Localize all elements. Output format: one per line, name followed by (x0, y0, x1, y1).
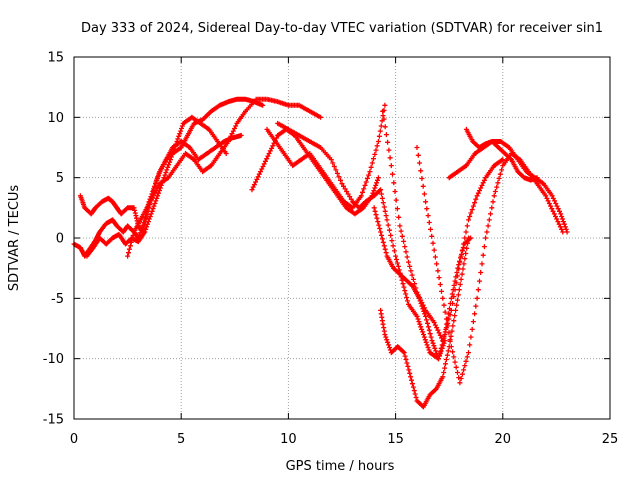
x-tick-label: 0 (70, 432, 78, 447)
y-tick-label: 15 (47, 51, 64, 66)
y-tick-label: 5 (56, 171, 64, 186)
point-markers (463, 126, 540, 183)
series-track-m (463, 126, 540, 183)
y-tick-label: 10 (47, 111, 64, 126)
x-tick-label: 5 (177, 432, 185, 447)
series-track-f (264, 102, 388, 211)
chart-title: Day 333 of 2024, Sidereal Day-to-day VTE… (81, 21, 603, 36)
point-markers (380, 108, 506, 344)
y-tick-label: -5 (51, 292, 64, 307)
y-tick-label: 0 (56, 232, 64, 247)
series-track-d (125, 96, 324, 259)
point-markers (446, 139, 570, 235)
axis-ticks: 0 5 10 15 20 25 -15 -10 -5 0 5 10 15 (43, 51, 619, 448)
y-tick-label: -10 (43, 352, 64, 367)
series-track-e (249, 126, 381, 217)
y-tick-label: -15 (43, 413, 64, 428)
point-markers (249, 126, 381, 217)
point-markers (275, 120, 448, 362)
y-axis-label: SDTVAR / TECUs (7, 185, 22, 292)
series-track-l (446, 139, 570, 235)
point-markers (84, 114, 229, 259)
x-tick-label: 15 (387, 432, 404, 447)
series-track-c (84, 114, 229, 259)
point-markers (264, 102, 388, 211)
series-track-j (380, 108, 506, 344)
x-tick-label: 20 (495, 432, 512, 447)
x-tick-label: 25 (602, 432, 619, 447)
series-track-g (275, 120, 448, 362)
x-tick-label: 10 (280, 432, 297, 447)
grid (74, 57, 610, 419)
data-series (71, 96, 570, 410)
x-axis-label: GPS time / hours (286, 459, 395, 474)
point-markers (125, 96, 324, 259)
